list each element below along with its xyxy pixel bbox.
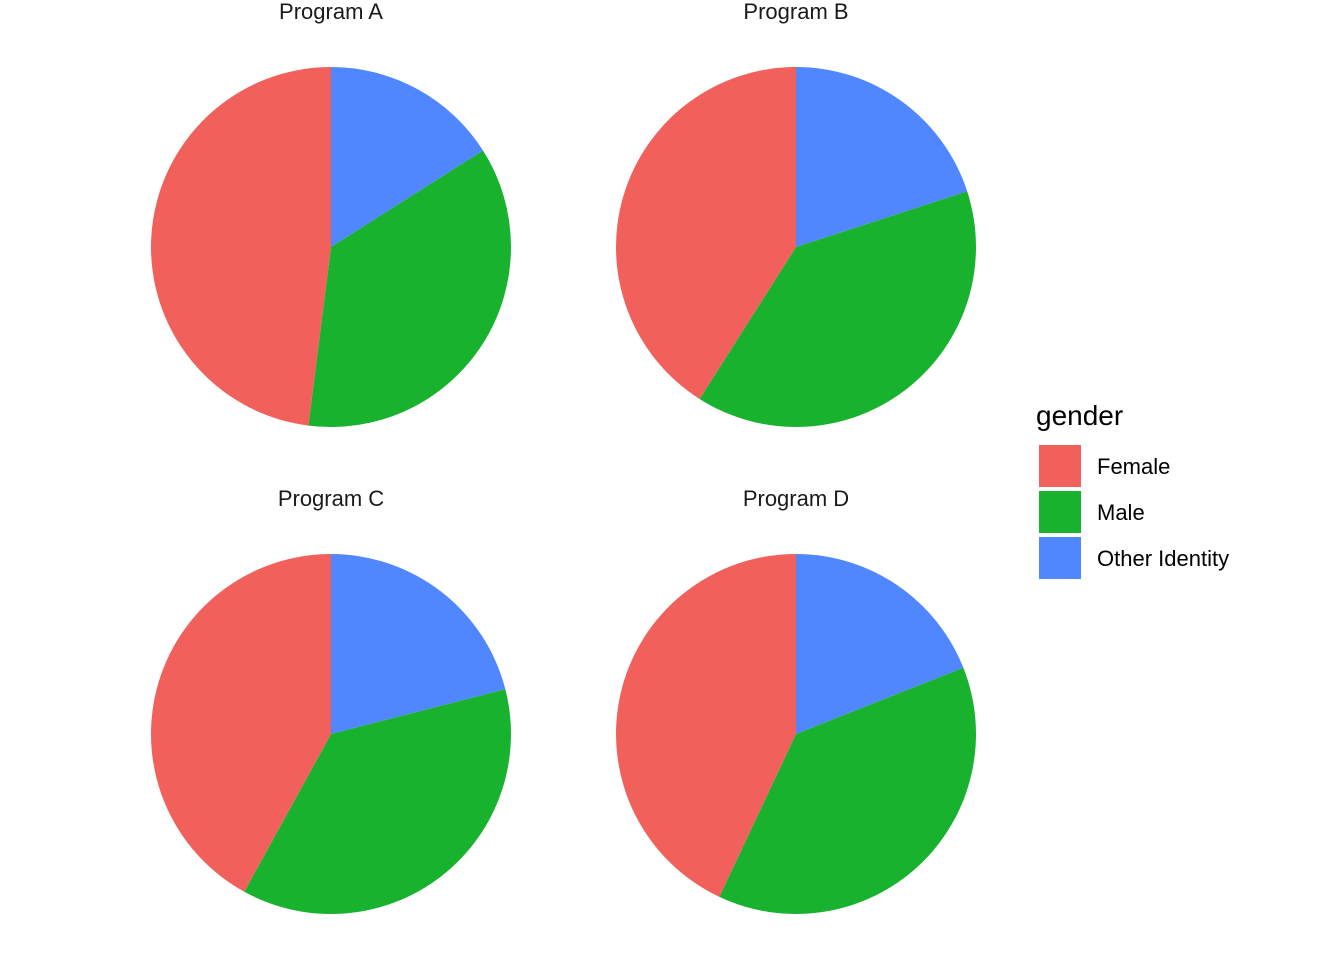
legend-key-other-identity [1039,537,1081,579]
facet-title-program-a: Program A [279,0,383,24]
slice-program-c-other-identity [331,554,506,734]
slice-program-c-male [244,689,511,915]
legend-label-female: Female [1097,454,1170,479]
slice-program-b-other-identity [796,67,968,247]
legend: gender Female Male Other Identity [1036,400,1229,579]
legend-key-male [1039,491,1081,533]
legend-key-female [1039,445,1081,487]
legend-label-male: Male [1097,500,1145,525]
facet-title-program-b: Program B [743,0,848,24]
facet-title-program-c: Program C [278,486,384,511]
pie-program-a: Program A [151,0,512,427]
slice-program-a-female [151,67,331,426]
slice-program-d-male [719,667,976,915]
slice-program-b-male [699,191,976,428]
slice-program-c-female [150,554,331,892]
pie-program-d: Program D [615,486,976,915]
slice-program-a-male [308,150,512,427]
slice-program-a-other-identity [331,67,483,247]
facet-grid: Program A Program B Program C Program D [150,0,976,915]
facet-title-program-d: Program D [743,486,849,511]
pie-program-b: Program B [615,0,976,428]
pie-program-c: Program C [150,486,511,915]
slice-program-d-female [615,553,796,897]
slice-program-b-female [615,66,796,399]
legend-title: gender [1036,400,1123,431]
slice-program-d-other-identity [796,554,964,734]
legend-label-other-identity: Other Identity [1097,546,1229,571]
